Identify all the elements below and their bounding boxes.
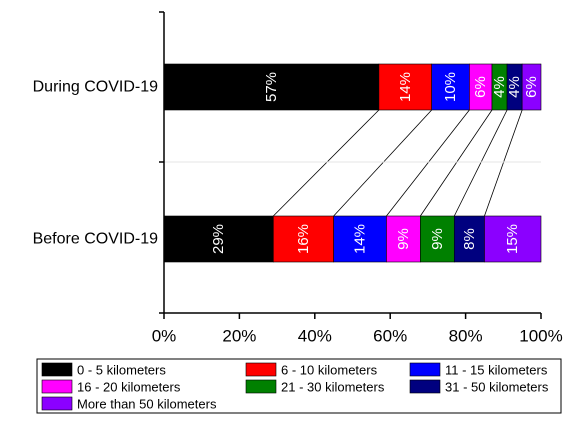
connector-line [333, 109, 432, 217]
connector-lines [273, 109, 523, 217]
x-tick-label: 100% [519, 327, 562, 346]
x-tick-label: 60% [373, 327, 407, 346]
legend-swatch [41, 396, 73, 411]
legend-swatch [41, 379, 73, 394]
data-label: 16% [295, 224, 312, 254]
connector-line [273, 109, 380, 217]
data-label: 14% [397, 72, 414, 102]
x-tick-label: 20% [222, 327, 256, 346]
axes: During COVID-19 Before COVID-19 0% 20% 40% 60… [33, 11, 563, 346]
category-label: During COVID-19 [33, 79, 158, 96]
bar-segments [163, 63, 542, 263]
bar-segment-before-3 [333, 215, 387, 263]
data-label: 10% [442, 72, 459, 102]
legend-swatch [41, 362, 73, 377]
bar-segment-during-3 [431, 63, 470, 111]
legend-label: 21 - 30 kilometers [281, 380, 385, 395]
data-label: 8% [461, 228, 478, 250]
legend-swatch [409, 379, 441, 394]
bar-segment-during-7 [521, 63, 542, 111]
legend-label: 11 - 15 kilometers [445, 363, 548, 378]
category-label: Before COVID-19 [33, 231, 158, 248]
legend-label: 6 - 10 kilometers [281, 363, 378, 378]
legend-swatch [245, 379, 277, 394]
legend-label: More than 50 kilometers [77, 397, 217, 412]
legend-label: 31 - 50 kilometers [445, 380, 549, 395]
data-label: 4% [506, 76, 523, 98]
data-label: 29% [210, 224, 227, 254]
data-label: 57% [263, 72, 280, 102]
x-tick-label: 0% [152, 327, 177, 346]
connector-line [453, 109, 508, 217]
legend: 0 - 5 kilometers 6 - 10 kilometers 11 - 15… [36, 358, 562, 414]
bar-segment-before-6 [453, 215, 485, 263]
data-label: 6% [472, 76, 489, 98]
legend-box [36, 358, 562, 414]
data-label: 9% [395, 228, 412, 250]
connector-line [386, 109, 470, 217]
bar-segment-during-1 [163, 63, 380, 111]
legend-swatch [409, 362, 441, 377]
segment-labels: 57% 14% 10% 6% 4%4% 6%29% 16% 14% 9% 9% 8% 15% [210, 72, 540, 254]
data-label: 4% [491, 76, 508, 98]
x-tick-label: 40% [298, 327, 332, 346]
bar-segment-before-1 [163, 215, 274, 263]
bar-segment-before-4 [386, 215, 421, 263]
legend-swatch [245, 362, 277, 377]
legend-label: 16 - 20 kilometers [77, 380, 181, 395]
legend-label: 0 - 5 kilometers [77, 363, 166, 378]
x-tick-label: 80% [449, 327, 483, 346]
bar-segment-before-7 [484, 215, 542, 263]
data-label: 14% [352, 224, 369, 254]
connector-line [484, 109, 523, 217]
connector-line [420, 109, 493, 217]
data-label: 15% [504, 224, 521, 254]
data-label: 9% [429, 228, 446, 250]
bar-segment-before-2 [273, 215, 334, 263]
bar-segment-during-2 [378, 63, 432, 111]
data-label: 6% [523, 76, 540, 98]
